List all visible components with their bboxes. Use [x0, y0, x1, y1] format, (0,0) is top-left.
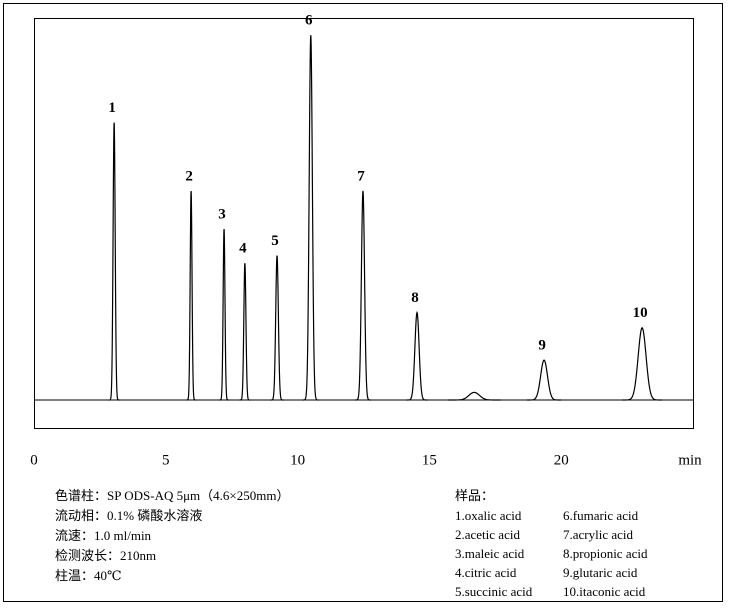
sample: 10.itaconic acid	[563, 584, 646, 599]
condition: 流速：1.0 ml/min	[55, 528, 152, 543]
peak	[526, 359, 562, 401]
outer-frame	[3, 3, 723, 602]
x-tick-label: 5	[162, 452, 170, 468]
peak-label: 8	[411, 290, 419, 306]
condition: 柱温：40℃	[55, 568, 122, 583]
sample: 9.glutaric acid	[563, 565, 638, 580]
peak	[239, 263, 251, 401]
x-tick-label: 20	[554, 452, 569, 468]
sample-title: 样品：	[455, 488, 494, 503]
sample: 2.acetic acid	[455, 527, 520, 542]
sample: 1.oxalic acid	[455, 508, 522, 523]
condition: 检测波长：210nm	[55, 548, 156, 563]
peak	[302, 35, 319, 401]
peak	[270, 255, 284, 401]
sample: 7.acrylic acid	[563, 527, 634, 542]
sample: 4.citric acid	[455, 565, 517, 580]
sample: 5.succinic acid	[455, 584, 533, 599]
peak	[406, 310, 428, 401]
sample: 8.propionic acid	[563, 546, 648, 561]
peak-label: 9	[538, 338, 546, 354]
sample: 6.fumaric acid	[563, 508, 639, 523]
peak-label: 7	[357, 168, 365, 184]
condition: 色谱柱：SP ODS-AQ 5μm（4.6×250mm）	[55, 488, 289, 503]
peak	[219, 228, 229, 401]
peak	[186, 190, 196, 401]
x-tick-label: 10	[290, 452, 305, 468]
plot-frame	[34, 18, 694, 429]
peak-label: 5	[271, 233, 279, 249]
peak	[108, 122, 120, 401]
peak-label: 6	[305, 13, 313, 29]
peak-label: 3	[218, 206, 226, 222]
peak	[447, 391, 501, 401]
x-tick-label: 15	[422, 452, 437, 468]
x-tick-label: 0	[30, 452, 38, 468]
condition: 流动相：0.1% 磷酸水溶液	[55, 508, 202, 523]
sample: 3.maleic acid	[455, 546, 525, 561]
peak-label: 2	[185, 168, 193, 184]
peak	[355, 190, 371, 401]
peak-label: 4	[239, 241, 247, 257]
peak-label: 10	[633, 305, 648, 321]
x-axis-label: min	[678, 452, 702, 468]
peak-label: 1	[108, 100, 116, 116]
peak	[622, 326, 662, 401]
